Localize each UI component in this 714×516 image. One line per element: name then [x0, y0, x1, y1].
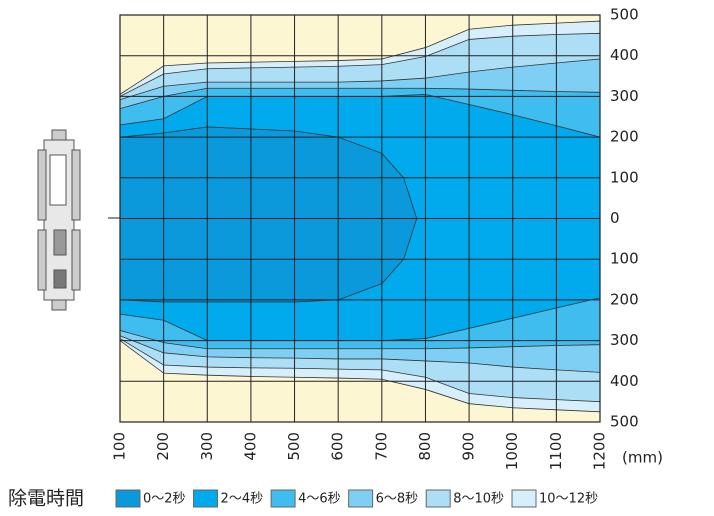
x-tick-label: 400 — [241, 432, 259, 461]
y-tick-label: 0 — [610, 209, 620, 227]
legend-label: 2～4秒 — [221, 492, 264, 507]
x-tick-label: 600 — [329, 432, 347, 461]
legend-swatch — [511, 489, 537, 508]
x-tick-label: 100 — [111, 432, 129, 461]
y-tick-label: 100 — [610, 250, 639, 268]
legend-swatch — [425, 489, 451, 508]
legend-swatch — [115, 489, 141, 508]
x-tick-label: 1100 — [547, 432, 565, 470]
legend-swatch — [193, 489, 219, 508]
y-tick-label: 200 — [610, 290, 639, 308]
plot-frame — [119, 14, 601, 423]
x-tick-label: 700 — [372, 432, 390, 461]
x-tick-label: 900 — [460, 432, 478, 461]
legend-swatch — [348, 489, 374, 508]
legend-title: 除電時間 — [8, 488, 84, 510]
x-tick-label: 800 — [416, 432, 434, 461]
y-tick-label: 200 — [610, 128, 639, 146]
legend-label: 8～10秒 — [453, 492, 504, 507]
band-area — [119, 126, 418, 303]
y-tick-label: 500 — [610, 413, 639, 431]
legend-label: 6～8秒 — [376, 492, 419, 507]
x-tick-label: 1200 — [591, 432, 609, 470]
y-tick-label: 400 — [610, 46, 639, 64]
x-unit: (mm) — [622, 449, 663, 467]
y-tick-label: 400 — [610, 372, 639, 390]
x-tick-label: 200 — [154, 432, 172, 461]
x-tick-label: 1000 — [503, 432, 521, 470]
legend-label: 10～12秒 — [539, 492, 598, 507]
y-tick-label: 300 — [610, 331, 639, 349]
x-tick-label: 300 — [198, 432, 216, 461]
legend-swatch — [270, 489, 296, 508]
y-tick-label: 100 — [610, 168, 639, 186]
y-tick-label: 300 — [610, 87, 639, 105]
legend-label: 0～2秒 — [143, 492, 186, 507]
y-tick-label: 500 — [610, 6, 639, 24]
x-tick-label: 500 — [285, 432, 303, 461]
legend-label: 4～6秒 — [298, 492, 341, 507]
device-illustration — [37, 129, 81, 311]
